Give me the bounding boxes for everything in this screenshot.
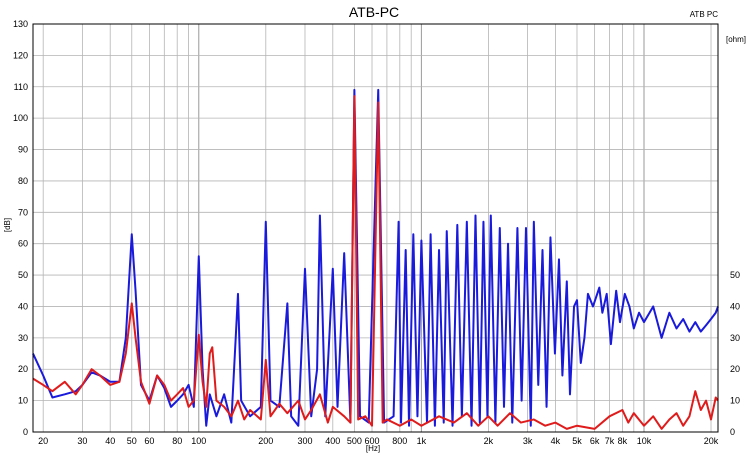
y-tick-label-left: 110 bbox=[14, 82, 28, 92]
x-tick-label: 400 bbox=[325, 436, 340, 446]
x-axis-unit: [Hz] bbox=[366, 444, 380, 453]
x-tick-label: 50 bbox=[127, 436, 137, 446]
x-tick-label: 2k bbox=[484, 436, 494, 446]
x-tick-label: 80 bbox=[172, 436, 182, 446]
x-tick-label: 5k bbox=[572, 436, 582, 446]
x-tick-label: 20 bbox=[38, 436, 48, 446]
x-tick-label: 30 bbox=[77, 436, 87, 446]
x-tick-label: 1k bbox=[417, 436, 427, 446]
x-tick-label: 4k bbox=[551, 436, 561, 446]
corner-label: ATB PC bbox=[690, 10, 719, 19]
x-tick-label: 600 bbox=[364, 436, 379, 446]
x-tick-label: 40 bbox=[105, 436, 115, 446]
x-tick-label: 20k bbox=[704, 436, 719, 446]
y-tick-label-left: 30 bbox=[18, 333, 28, 343]
tick-labels: 0 10 20 30 40 50 60 70 80 90 100 110 120 130 0 10 20 30 40… bbox=[13, 19, 740, 446]
x-tick-label: 7k bbox=[605, 436, 615, 446]
x-tick-label: 60 bbox=[144, 436, 154, 446]
y-tick-label-left: 0 bbox=[23, 427, 28, 437]
x-tick-label: 8k bbox=[618, 436, 628, 446]
x-tick-label: 100 bbox=[191, 436, 206, 446]
right-axis-unit: [ohm] bbox=[726, 35, 746, 44]
series-line-red bbox=[32, 95, 719, 430]
y-tick-label-left: 40 bbox=[18, 301, 28, 311]
x-tick-label: 300 bbox=[297, 436, 312, 446]
y-tick-label-left: 120 bbox=[13, 50, 28, 60]
y-tick-label-right: 10 bbox=[730, 396, 740, 406]
series-line-blue bbox=[32, 88, 719, 427]
x-tick-label: 10k bbox=[637, 436, 652, 446]
x-tick-label: 200 bbox=[258, 436, 273, 446]
y-tick-label-left: 100 bbox=[13, 113, 28, 123]
y-tick-label-left: 20 bbox=[18, 364, 28, 374]
y-tick-label-right: 50 bbox=[730, 270, 740, 280]
x-tick-label: 6k bbox=[590, 436, 600, 446]
series-group bbox=[32, 88, 719, 430]
y-tick-label-right: 30 bbox=[730, 333, 740, 343]
left-axis-unit: [dB] bbox=[3, 218, 12, 232]
plot-frame bbox=[32, 23, 719, 433]
y-tick-label-left: 10 bbox=[18, 396, 28, 406]
y-tick-label-left: 130 bbox=[13, 19, 28, 29]
x-tick-label: 800 bbox=[392, 436, 407, 446]
y-tick-label-right: 0 bbox=[730, 427, 735, 437]
y-tick-label-right: 40 bbox=[730, 301, 740, 311]
y-tick-label-right: 20 bbox=[730, 364, 740, 374]
y-tick-label-left: 50 bbox=[18, 270, 28, 280]
y-tick-label-left: 80 bbox=[18, 176, 28, 186]
x-tick-label: 3k bbox=[523, 436, 533, 446]
y-tick-label-left: 60 bbox=[18, 239, 28, 249]
y-tick-label-left: 90 bbox=[18, 145, 28, 155]
x-tick-label: 500 bbox=[347, 436, 362, 446]
y-tick-label-left: 70 bbox=[18, 207, 28, 217]
chart-title: ATB-PC bbox=[349, 4, 399, 20]
